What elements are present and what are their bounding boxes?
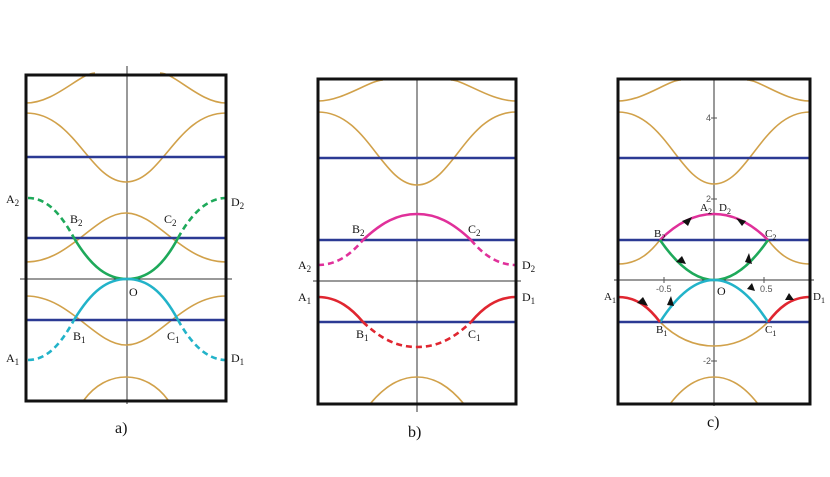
panel-c-arrow-6 [736,218,746,226]
panel-a-band-curve-middle-lower [25,295,227,346]
panel-b-label-A2: A2 [298,258,311,274]
panel-b-label-C2: C2 [468,222,481,238]
panel-b-magenta-dashed-right [470,239,517,267]
panel-c: 4 2 -2 -0.5 0.5 A2 D2 B2 [604,77,825,431]
panel-c-label-D2: D2 [719,202,731,216]
panel-c-ytick-label-m2: -2 [703,356,711,366]
panel-c-arrow-4 [745,253,752,264]
panel-b-band-curve-bottom [369,376,465,405]
panel-c-label-D1: D1 [813,291,825,305]
panel-c-arrow-7 [747,283,755,291]
panel-b-band-curve-upper [317,111,517,186]
panel-b-red-solid-right [470,295,517,323]
panel-c-xtick-label-05: 0.5 [760,284,773,294]
panel-b-label-B2: B2 [352,222,365,238]
panel-c-label-A2: A2 [700,202,712,216]
panel-c-label-C1: C1 [765,324,776,338]
panel-c-label-O: O [717,284,726,298]
panel-a-caption: a) [115,420,127,437]
panel-a-cyan-solid [72,277,180,321]
panel-a-green-dashed-left [27,196,76,239]
panel-a-label-C1: C1 [167,329,180,345]
panel-c-xtick-label-m05: -0.5 [656,284,672,294]
panel-c-ytick-label-2: 2 [706,194,711,204]
panel-c-red-left [617,295,662,323]
panel-b-label-B1: B1 [356,327,369,343]
panel-b-red-dashed [362,321,472,349]
panel-b-magenta-dashed-left [317,239,364,267]
panel-c-magenta-arc [659,212,769,241]
panel-c-frame [616,77,812,406]
panel-c-cyan-path [658,278,770,323]
panel-b-label-D1: D1 [522,290,535,306]
panel-a-cyan-dashed-left [27,319,76,362]
panel-c-label-C2: C2 [765,228,776,242]
panel-a-band-curve-bottom [83,376,169,401]
panel-c-caption: c) [707,414,719,431]
panel-c-label-B1: B1 [656,324,667,338]
panel-c-band-curve-top [617,79,811,102]
panel-b-label-A1: A1 [298,290,311,306]
panel-b-magenta-solid [362,212,472,241]
panel-b: B2 C2 A2 D2 A1 D1 B1 C1 b) [298,77,535,441]
panel-b-band-curve-top [317,79,517,102]
panel-c-arrow-1 [637,297,648,306]
panel-a-label-B1: B1 [73,329,86,345]
panel-a-label-O: O [129,285,138,299]
panel-c-band-curve-middle-lower [659,321,769,347]
panel-c-arrow-5 [682,217,692,226]
panel-c-label-B2: B2 [654,228,665,242]
panel-c-arrow-8 [785,293,794,300]
panel-a-label-A1: A1 [6,351,19,367]
panel-a-label-A2: A2 [6,192,19,208]
panel-b-frame [316,77,518,406]
panel-b-label-C1: C1 [468,327,481,343]
panel-c-label-A1: A1 [604,291,616,305]
panel-a-frame [24,73,228,403]
panel-a-label-B2: B2 [70,212,83,228]
panel-c-band-curve-upper [617,111,811,185]
panel-a-band-curve-middle-upper [25,212,227,263]
panel-a-label-C2: C2 [164,212,177,228]
panel-a-band-curve-top [25,72,227,104]
panel-c-ytick-label-4: 4 [706,113,711,123]
panel-c-arrow-3 [676,256,686,264]
panel-b-red-solid-left [317,295,364,323]
panel-a-green-dashed-right [176,196,227,239]
panel-a-label-D1: D1 [231,351,244,367]
panel-b-caption: b) [408,424,421,441]
panel-a-label-D2: D2 [231,195,244,211]
panel-c-red-right [766,295,811,323]
panel-c-band-curve-middle-upper [617,239,811,265]
panel-c-arrow-2 [667,296,674,306]
panel-a-green-solid [72,237,180,281]
panel-a: A2 D2 B2 C2 O B1 C1 A1 D1 a) [6,66,244,437]
panel-c-band-curve-bottom [669,376,759,405]
panel-a-band-curve-upper [25,112,227,183]
panel-b-label-D2: D2 [522,258,535,274]
panel-a-cyan-dashed-right [176,319,227,362]
